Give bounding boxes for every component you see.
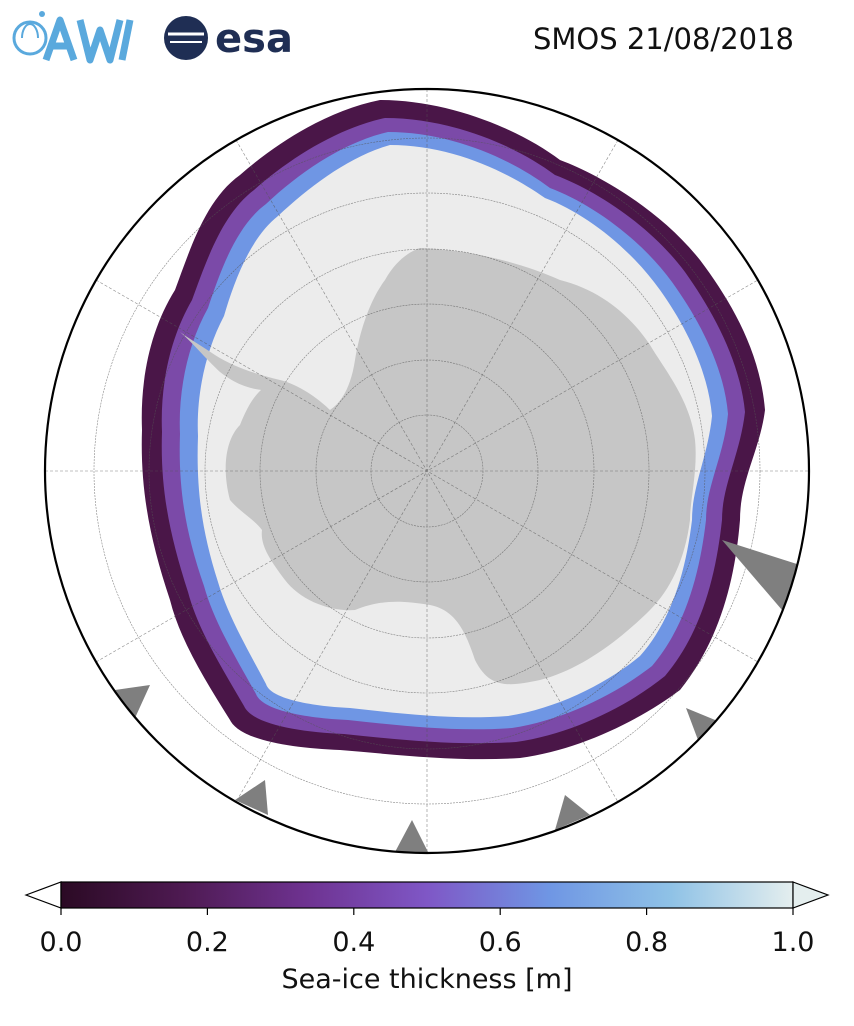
colorbar-tick-label: 1.0	[772, 927, 815, 958]
colorbar-tick-label: 0.6	[479, 927, 522, 958]
logos: esa	[12, 11, 293, 64]
colorbar-tick-label: 0.8	[625, 927, 668, 958]
antarctic-peninsula	[180, 332, 280, 391]
colorbar-tick-label: 0.0	[40, 927, 83, 958]
colorbar-tick-label: 0.4	[332, 927, 375, 958]
colorbar-ramp	[60, 881, 794, 909]
antarctica-landmass	[225, 248, 696, 685]
colorbar-tick-label: 0.2	[186, 927, 229, 958]
esa-wordmark: esa	[215, 16, 293, 62]
colorbar-extend-low	[24, 881, 62, 909]
map-boundary	[43, 87, 811, 855]
map-title: SMOS 21/08/2018	[532, 22, 794, 56]
no-data-mask	[115, 540, 800, 852]
graticule-meridians	[45, 89, 809, 853]
polar-map	[43, 87, 811, 855]
colorbar-label: Sea-ice thickness [m]	[281, 964, 573, 995]
colorbar-ticks: 0.0 0.2 0.4 0.6 0.8 1.0	[40, 908, 815, 958]
awi-logo-icon	[12, 11, 134, 64]
esa-logo-icon	[164, 16, 208, 60]
colorbar-extend-high	[792, 881, 830, 909]
colorbar: 0.0 0.2 0.4 0.6 0.8 1.0	[24, 881, 830, 958]
